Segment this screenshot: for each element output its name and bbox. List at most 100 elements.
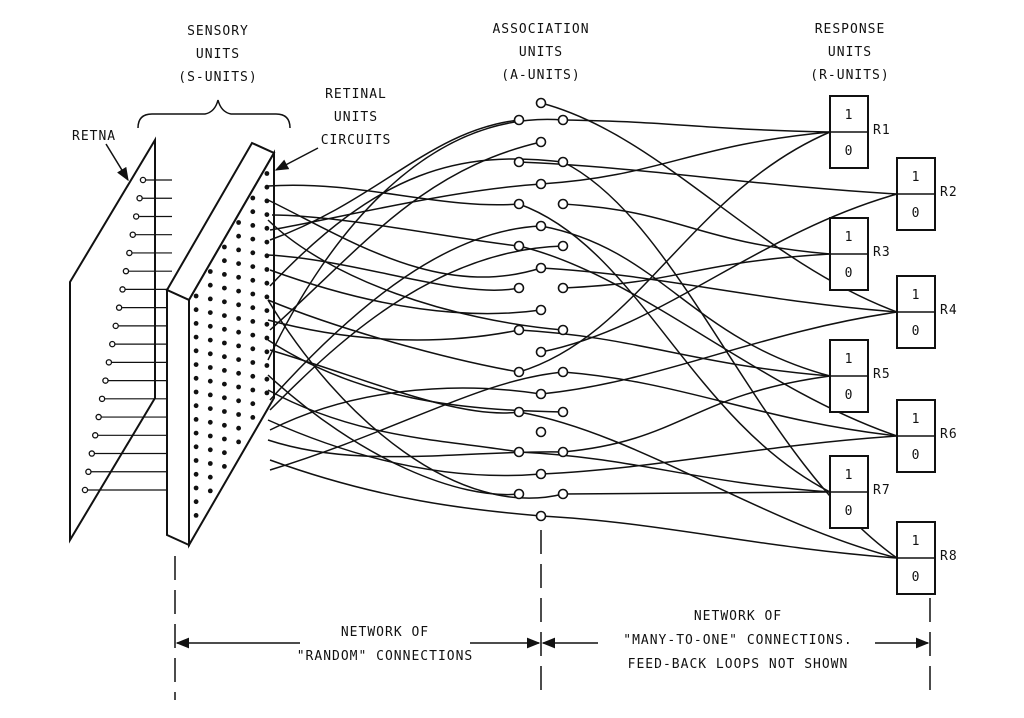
random-connection — [267, 389, 520, 453]
r-unit-off-state: 0 — [912, 448, 921, 463]
retina-pointer-arrow — [105, 143, 129, 182]
r-unit-off-state: 0 — [912, 206, 921, 221]
retinal-units-circuits-label: RETINAL UNITS CIRCUITS — [321, 87, 392, 148]
retina-receptor — [122, 267, 130, 275]
s-unit-cell — [193, 430, 199, 436]
retina-receptor — [119, 286, 126, 293]
random-connection — [269, 183, 542, 231]
retina-projection-lines — [88, 179, 172, 491]
svg-text:(R-UNITS): (R-UNITS) — [810, 68, 889, 83]
retina-receptor — [81, 486, 89, 494]
r-unit-on-state: 1 — [845, 230, 854, 245]
s-units-panel — [165, 141, 276, 549]
retina-receptor — [98, 395, 106, 403]
s-unit-cell — [264, 280, 270, 286]
random-network-label: NETWORK OF "RANDOM" CONNECTIONS — [297, 625, 474, 664]
response-unit-r8: 1 0 R8 — [896, 521, 957, 595]
a-unit-node — [557, 406, 569, 418]
r-unit-off-state: 0 — [845, 266, 854, 281]
association-units-label: ASSOCIATION UNITS (A-UNITS) — [492, 22, 588, 83]
s-unit-cell — [236, 302, 242, 308]
r-unit-on-state: 1 — [845, 352, 854, 367]
s-unit-cell — [222, 409, 227, 414]
association-units — [513, 97, 569, 522]
a-unit-node — [557, 240, 569, 252]
r-unit-name: R6 — [940, 427, 958, 442]
s-unit-cell — [250, 346, 256, 352]
s-unit-cell — [250, 195, 256, 201]
many-to-one-connection — [518, 131, 831, 373]
a-unit-node — [557, 366, 569, 378]
retina-receptor — [136, 194, 143, 202]
s-unit-cell — [193, 471, 199, 477]
many-to-one-connection — [562, 203, 831, 255]
random-connection — [269, 245, 564, 411]
s-unit-cell — [193, 362, 199, 367]
s-unit-cell — [250, 387, 256, 393]
s-unit-cell — [222, 313, 227, 318]
svg-text:RESPONSE: RESPONSE — [815, 22, 886, 37]
s-unit-cell — [207, 282, 213, 288]
a-unit-node — [513, 240, 525, 252]
a-unit-node — [557, 324, 569, 336]
retina-receptor — [85, 468, 92, 476]
s-unit-cell — [264, 363, 270, 368]
s-unit-cell — [193, 458, 199, 463]
random-connection — [267, 118, 564, 361]
s-unit-cell — [250, 360, 256, 365]
random-connection — [267, 299, 520, 373]
r-unit-name: R1 — [873, 123, 891, 138]
s-unit-cell — [236, 274, 242, 280]
retina-receptor — [132, 213, 140, 220]
retina-receptor — [109, 340, 116, 348]
svg-text:"RANDOM" CONNECTIONS: "RANDOM" CONNECTIONS — [297, 649, 474, 664]
s-unit-cell — [250, 305, 256, 311]
r-unit-off-state: 0 — [912, 324, 921, 339]
many-to-one-connection — [540, 435, 898, 475]
r-unit-on-state: 1 — [845, 108, 854, 123]
s-unit-cell — [264, 308, 270, 313]
s-unit-cell — [236, 398, 242, 404]
r-unit-off-state: 0 — [845, 144, 854, 159]
many-to-one-connection — [562, 371, 898, 437]
s-unit-cell — [193, 499, 199, 505]
retina-receptor — [126, 249, 133, 257]
a-unit-node — [535, 388, 547, 400]
sensory-units-bracket — [137, 99, 291, 129]
many-to-one-connection — [540, 515, 898, 559]
s-unit-cell — [207, 433, 213, 439]
s-unit-cell — [236, 412, 242, 417]
svg-text:CIRCUITS: CIRCUITS — [321, 133, 392, 148]
many-to-one-connection — [562, 375, 831, 453]
s-unit-cell — [236, 220, 242, 225]
retina-receptor — [139, 176, 147, 184]
random-connection — [267, 254, 520, 291]
retina-receptor — [112, 322, 119, 330]
s-unit-cell — [207, 365, 213, 370]
a-unit-node — [535, 468, 547, 480]
s-unit-cell — [222, 258, 227, 264]
retina-receptor — [95, 413, 102, 421]
random-connection — [269, 387, 542, 431]
s-unit-cell — [236, 288, 242, 294]
many-to-one-connection — [518, 245, 898, 437]
r-unit-on-state: 1 — [912, 412, 921, 427]
s-unit-cell — [193, 417, 199, 422]
retina-receptor — [88, 450, 96, 457]
s-unit-cell — [236, 261, 242, 266]
s-unit-cell — [222, 244, 227, 250]
a-unit-node — [513, 446, 525, 458]
s-unit-cell — [264, 267, 270, 272]
svg-text:NETWORK OF: NETWORK OF — [341, 625, 429, 640]
s-unit-cell — [236, 343, 242, 349]
response-unit-r5: 1 0 R5 — [829, 339, 890, 413]
s-unit-cell — [264, 171, 270, 176]
random-connection — [267, 219, 564, 331]
a-unit-node — [513, 198, 525, 210]
s-unit-cell — [264, 198, 270, 204]
svg-text:SENSORY: SENSORY — [187, 24, 249, 39]
s-unit-cell — [193, 485, 199, 491]
response-unit-r3: 1 0 R3 — [829, 217, 890, 291]
s-unit-cell — [207, 337, 213, 343]
